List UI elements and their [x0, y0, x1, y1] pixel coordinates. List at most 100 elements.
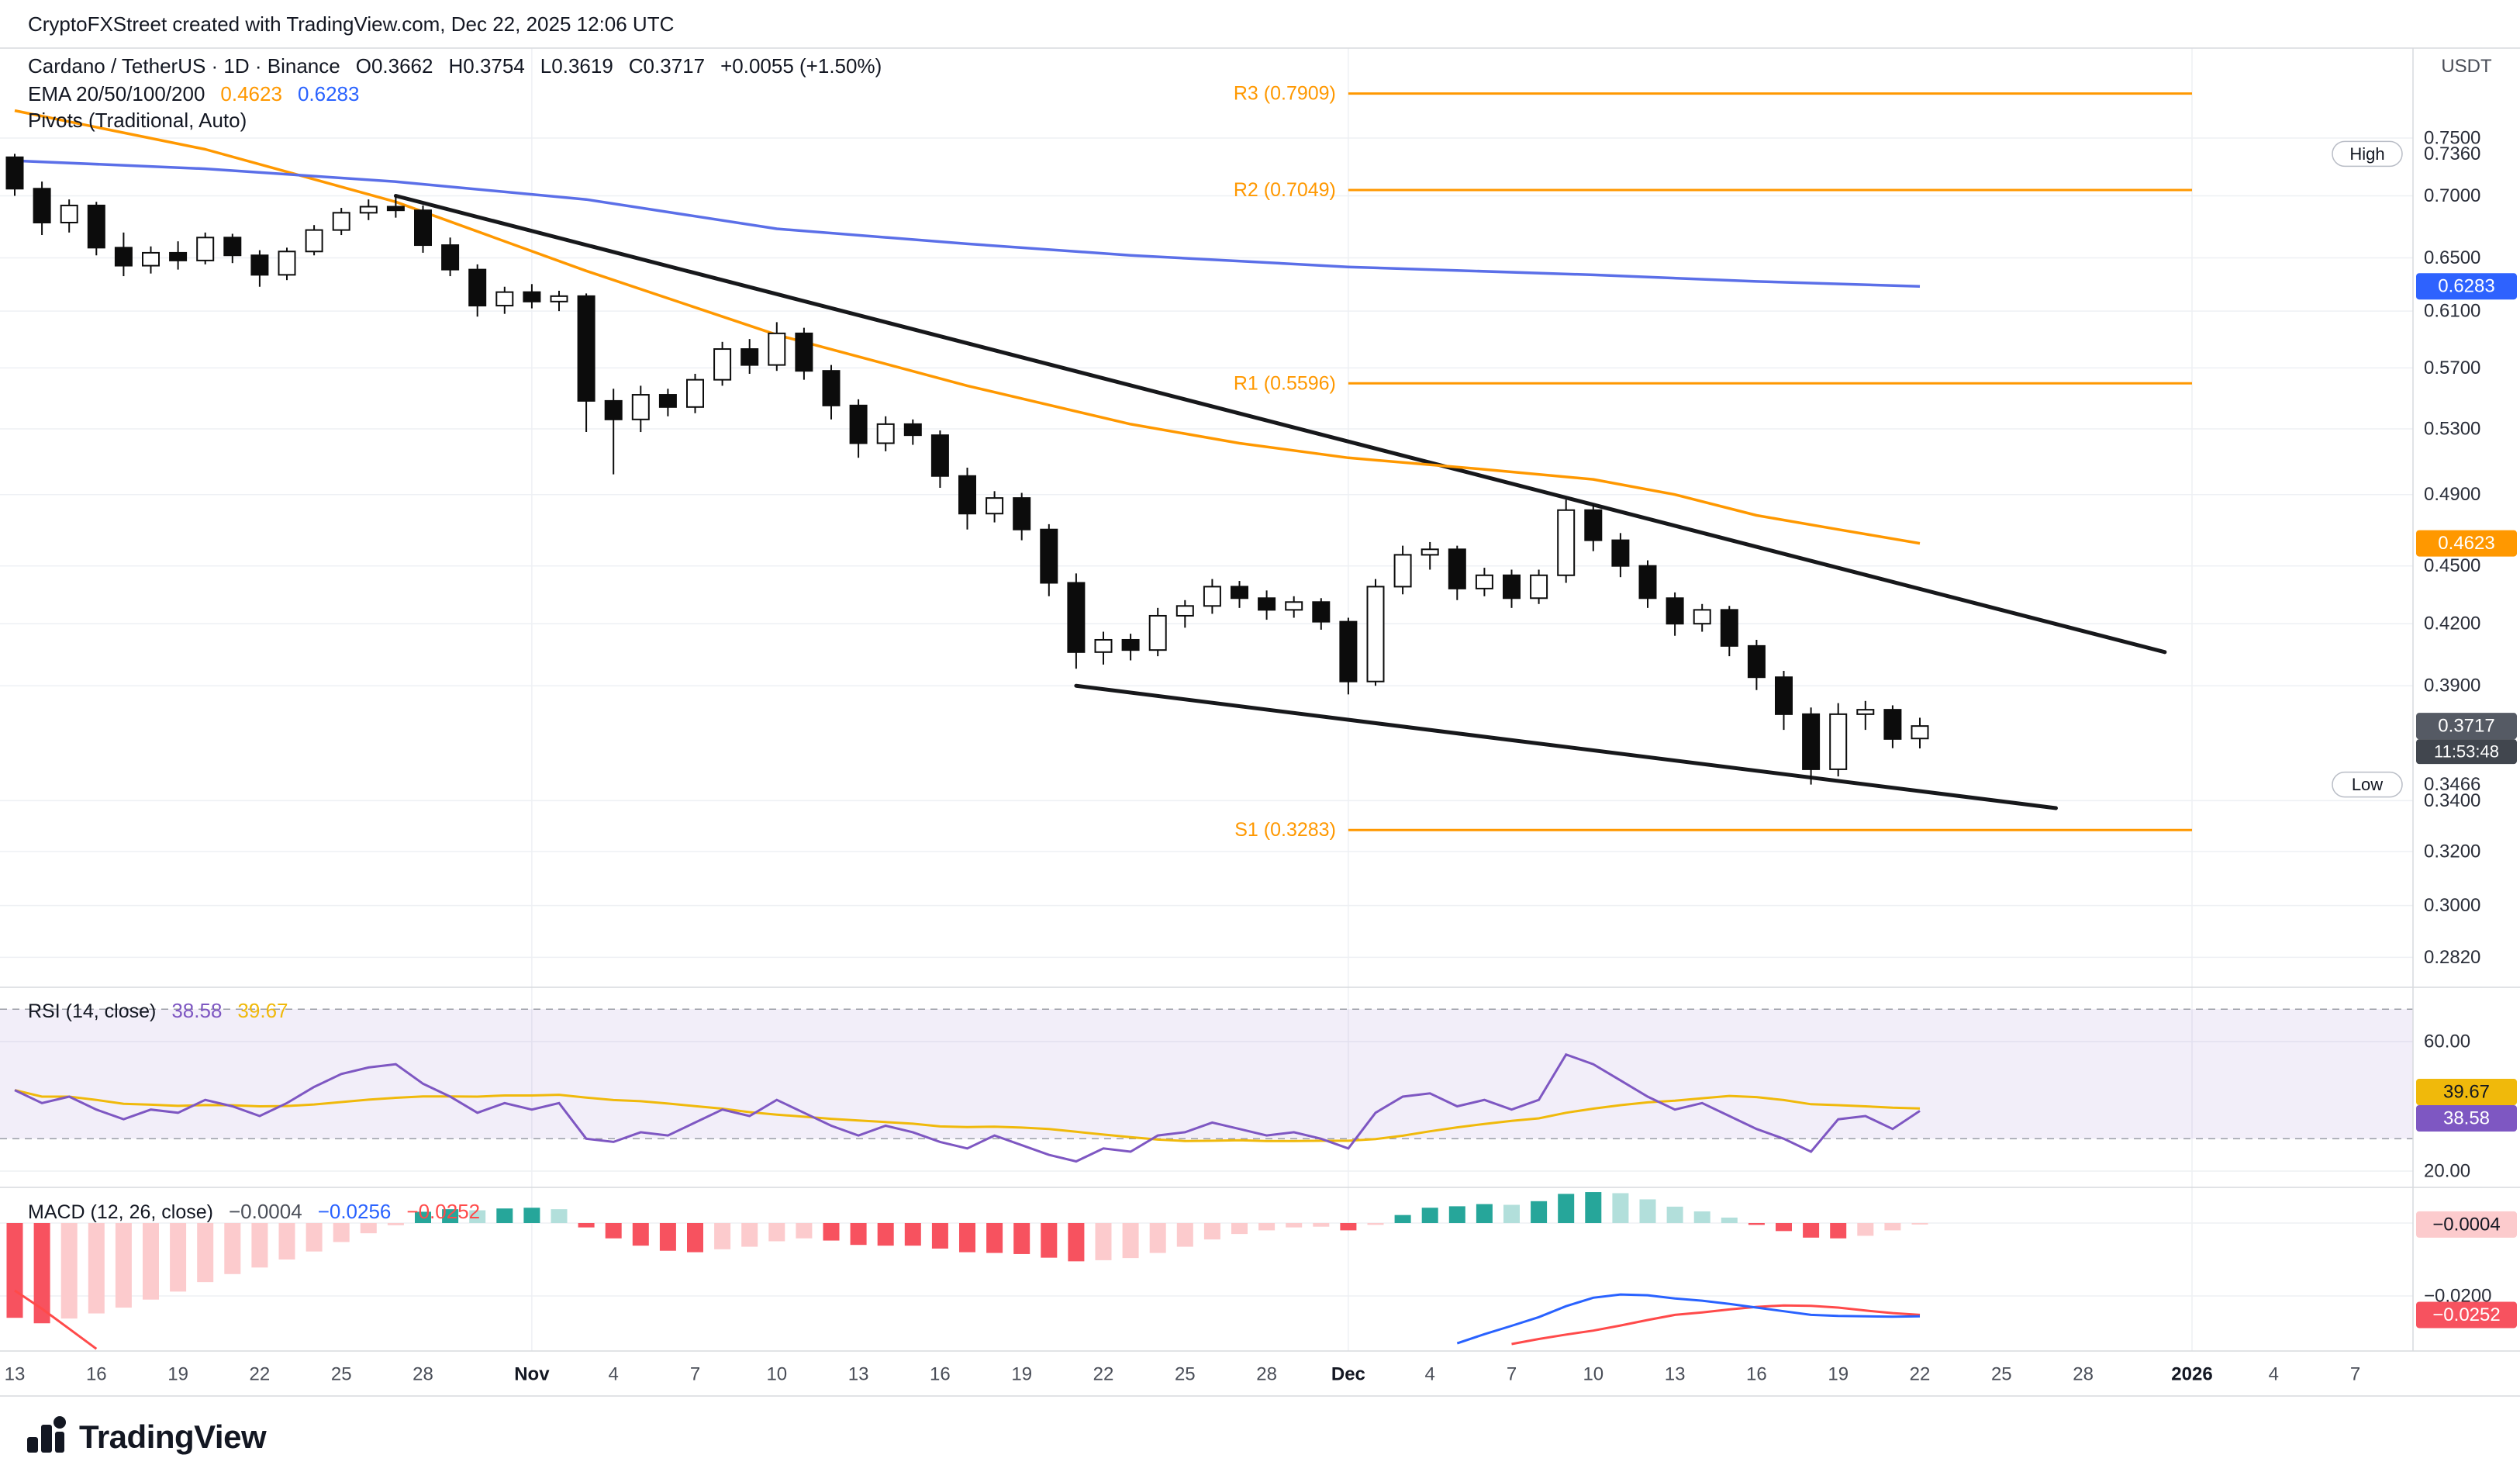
svg-text:0.6283: 0.6283	[2438, 276, 2494, 297]
svg-text:4: 4	[1425, 1364, 1435, 1385]
svg-text:28: 28	[2073, 1364, 2094, 1385]
svg-text:16: 16	[930, 1364, 951, 1385]
high-marker: High 0.7360	[2332, 140, 2480, 168]
ohlc-open: O0.3662	[355, 54, 433, 78]
svg-text:Dec: Dec	[1331, 1364, 1365, 1385]
svg-text:R3 (0.7909): R3 (0.7909)	[1234, 83, 1336, 105]
svg-text:39.67: 39.67	[2443, 1082, 2490, 1103]
tradingview-footer[interactable]: TradingView	[26, 1415, 267, 1459]
svg-text:0.5700: 0.5700	[2424, 358, 2480, 378]
macd-label[interactable]: MACD (12, 26, close)	[28, 1201, 213, 1223]
svg-text:19: 19	[1828, 1364, 1849, 1385]
svg-text:19: 19	[167, 1364, 188, 1385]
svg-text:R1 (0.5596): R1 (0.5596)	[1234, 372, 1336, 394]
svg-text:16: 16	[1746, 1364, 1767, 1385]
svg-text:S1 (0.3283): S1 (0.3283)	[1234, 819, 1336, 841]
last-price-badge: 0.3717 11:53:48	[2416, 713, 2517, 765]
pivots-legend: Pivots (Traditional, Auto)	[28, 109, 247, 133]
macd-signal-line	[1511, 1304, 1921, 1346]
ohlc-low: L0.3619	[540, 54, 613, 78]
svg-text:4: 4	[2269, 1364, 2279, 1385]
svg-text:0.3900: 0.3900	[2424, 676, 2480, 696]
svg-text:0.4200: 0.4200	[2424, 613, 2480, 634]
svg-text:0.6500: 0.6500	[2424, 247, 2480, 268]
ema-blue-line	[14, 159, 1921, 288]
svg-text:25: 25	[331, 1364, 352, 1385]
svg-text:13: 13	[1665, 1364, 1686, 1385]
svg-text:25: 25	[1991, 1364, 2012, 1385]
candles-layer[interactable]	[5, 154, 1929, 785]
pane-separators	[0, 47, 2520, 1397]
svg-text:0.7500: 0.7500	[2424, 128, 2480, 149]
svg-text:0.7360: 0.7360	[2424, 143, 2480, 164]
svg-text:13: 13	[5, 1364, 26, 1385]
svg-text:0.4900: 0.4900	[2424, 484, 2480, 505]
ema-value-blue: 0.6283	[297, 82, 360, 105]
svg-text:Nov: Nov	[514, 1364, 550, 1385]
rsi-legend: RSI (14, close) 38.58 39.67	[28, 999, 288, 1023]
ema-legend: EMA 20/50/100/200 0.4623 0.6283	[28, 82, 359, 106]
svg-text:0.3000: 0.3000	[2424, 895, 2480, 916]
rsi-ma-value: 39.67	[237, 999, 288, 1022]
macd-hist-value: −0.0004	[228, 1200, 302, 1223]
axis-currency-label: USDT	[2441, 56, 2492, 77]
rsi-line	[14, 1052, 1921, 1163]
svg-text:−0.0004: −0.0004	[2432, 1214, 2500, 1235]
ema-label[interactable]: EMA 20/50/100/200	[28, 82, 205, 105]
svg-text:11:53:48: 11:53:48	[2434, 742, 2499, 762]
time-axis[interactable]: 13 16 19 22 25 28 Nov 4 7 10 13 16 19 22 25 28 Dec 4 7 10 13…	[5, 1364, 2361, 1385]
pivot-levels: R3 (0.7909) R2 (0.7049) R1 (0.5596) S1 (0.3…	[1234, 83, 2192, 841]
svg-text:0.6100: 0.6100	[2424, 301, 2480, 322]
tradingview-logo-icon	[26, 1415, 67, 1459]
trendlines[interactable]	[393, 194, 2167, 810]
svg-text:0.7000: 0.7000	[2424, 185, 2480, 206]
attribution-text: CryptoFXStreet created with TradingView.…	[28, 12, 675, 36]
svg-text:0.3466: 0.3466	[2424, 774, 2480, 795]
ema-lines	[14, 109, 1921, 545]
ohlc-high: H0.3754	[448, 54, 525, 78]
svg-text:7: 7	[690, 1364, 700, 1385]
svg-text:−0.0252: −0.0252	[2432, 1304, 2500, 1325]
rsi-value: 38.58	[171, 999, 223, 1022]
svg-text:10: 10	[1583, 1364, 1603, 1385]
svg-text:0.3400: 0.3400	[2424, 790, 2480, 811]
price-axis[interactable]: 0.7500 0.7000 0.6500 0.6100 0.5700 0.5300 0.49…	[2332, 128, 2517, 968]
svg-text:38.58: 38.58	[2443, 1108, 2490, 1129]
svg-text:22: 22	[250, 1364, 271, 1385]
symbol-title[interactable]: Cardano / TetherUS · 1D · Binance	[28, 54, 340, 78]
macd-line-value: −0.0256	[317, 1200, 392, 1223]
rsi-pane	[0, 1008, 2413, 1163]
svg-text:22: 22	[1093, 1364, 1114, 1385]
macd-pane	[6, 1192, 1928, 1350]
rsi-axis[interactable]: 60.00 20.00 39.67 38.58	[2416, 1031, 2517, 1182]
ema-value-orange: 0.4623	[220, 82, 282, 105]
main-legend: Cardano / TetherUS · 1D · Binance O0.366…	[28, 54, 882, 78]
svg-text:22: 22	[1910, 1364, 1931, 1385]
macd-signal-line-left	[14, 1289, 98, 1350]
svg-text:R2 (0.7049): R2 (0.7049)	[1234, 179, 1336, 201]
svg-text:25: 25	[1175, 1364, 1196, 1385]
rsi-label[interactable]: RSI (14, close)	[28, 1000, 157, 1022]
ohlc-change: +0.0055 (+1.50%)	[720, 54, 882, 78]
svg-text:28: 28	[1256, 1364, 1277, 1385]
svg-text:10: 10	[766, 1364, 787, 1385]
macd-legend: MACD (12, 26, close) −0.0004 −0.0256 −0.…	[28, 1200, 480, 1224]
svg-text:16: 16	[86, 1364, 107, 1385]
macd-line	[1456, 1293, 1921, 1345]
svg-text:0.3200: 0.3200	[2424, 841, 2480, 862]
svg-text:0.4623: 0.4623	[2438, 533, 2494, 554]
macd-signal-value: −0.0252	[406, 1200, 481, 1223]
svg-text:28: 28	[413, 1364, 433, 1385]
ema-orange-line	[14, 109, 1921, 545]
svg-text:20.00: 20.00	[2424, 1161, 2470, 1182]
svg-text:13: 13	[848, 1364, 869, 1385]
svg-text:7: 7	[1507, 1364, 1517, 1385]
rsi-ma-line	[14, 1089, 1921, 1142]
svg-text:0.2820: 0.2820	[2424, 947, 2480, 968]
gridlines	[0, 48, 2413, 1351]
pivots-label[interactable]: Pivots (Traditional, Auto)	[28, 109, 247, 132]
macd-axis[interactable]: −0.0200−0.0004−0.0252	[2416, 1211, 2517, 1329]
svg-text:7: 7	[2350, 1364, 2360, 1385]
